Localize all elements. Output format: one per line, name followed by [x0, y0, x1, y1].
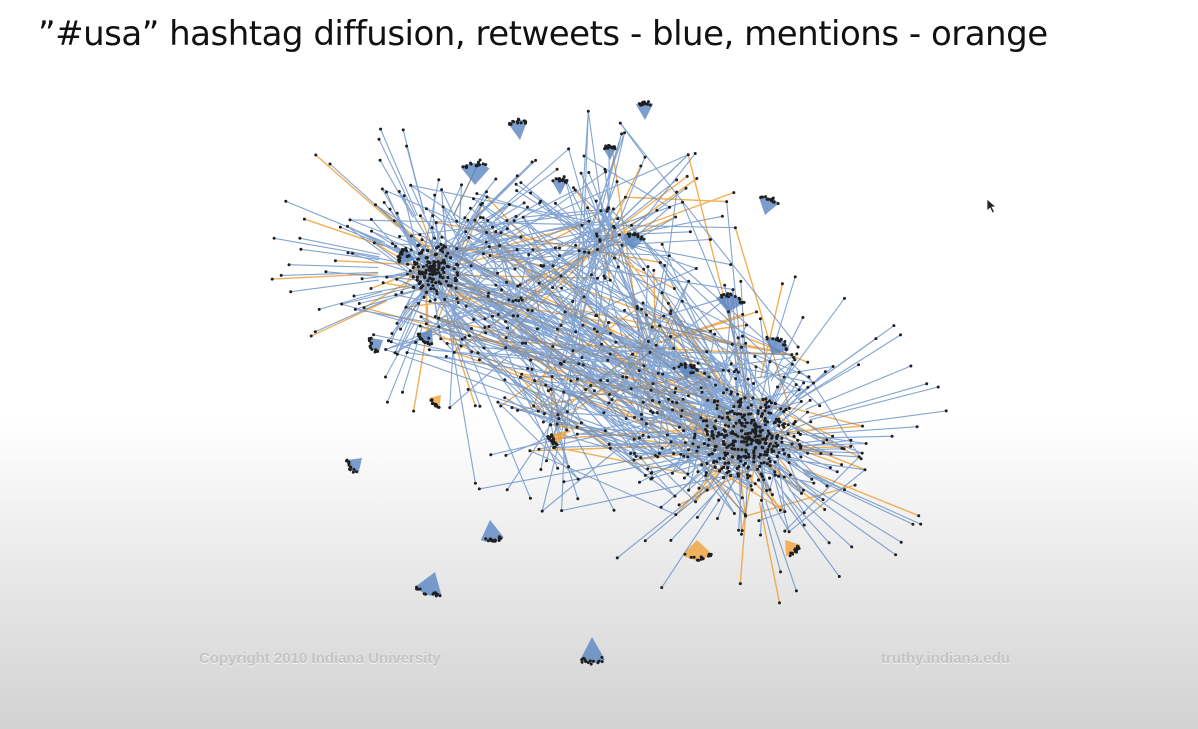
slide-title: ”#usa” hashtag diffusion, retweets - blu… — [38, 14, 1048, 54]
mouse-pointer-icon — [986, 198, 998, 214]
user-nodes — [270, 100, 948, 666]
retweet-edges — [274, 111, 947, 592]
copyright-watermark: Copyright 2010 Indiana University — [199, 650, 441, 667]
site-watermark: truthy.indiana.edu — [881, 650, 1010, 667]
